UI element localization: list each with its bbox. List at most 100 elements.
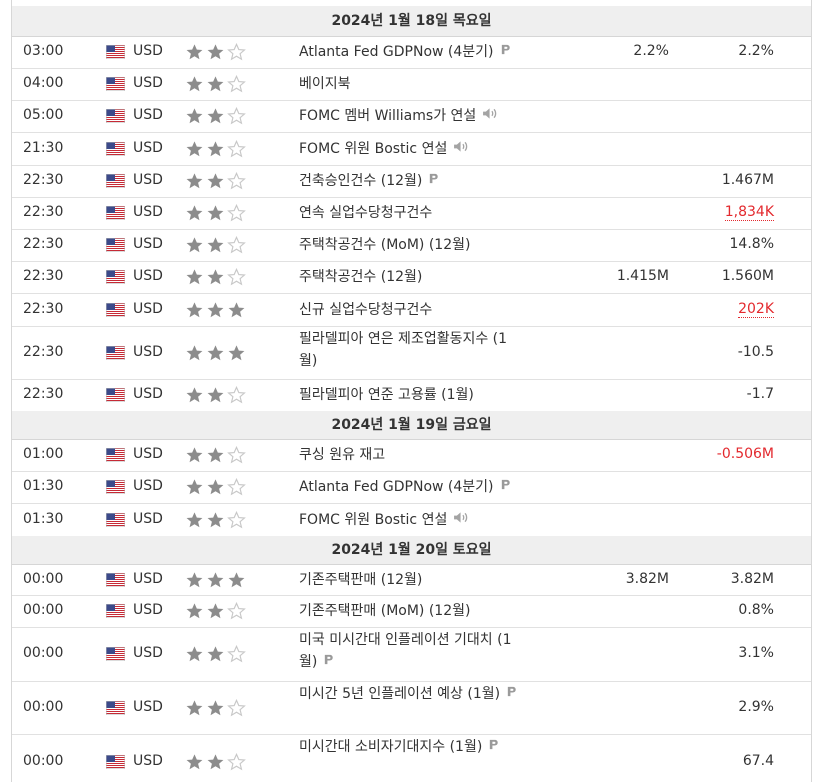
importance-stars [185, 602, 246, 620]
currency-code: USD [133, 645, 163, 661]
preliminary-p-icon[interactable] [428, 170, 439, 192]
event-time: 01:30 [23, 478, 64, 494]
event-name[interactable]: Atlanta Fed GDPNow (4분기) [299, 41, 531, 63]
previous-value: 3.82M [702, 571, 774, 587]
previous-value-text[interactable]: 1,834K [724, 204, 774, 221]
event-name[interactable]: 쿠싱 원유 재고 [299, 444, 531, 466]
preliminary-p-icon[interactable] [488, 736, 499, 758]
event-name-text[interactable]: 연속 실업수당청구건수 [299, 205, 433, 221]
event-name[interactable]: 미시간 5년 인플레이션 예상 (1월) [299, 683, 524, 705]
event-name-text[interactable]: 베이지북 [299, 76, 351, 92]
event-name-text[interactable]: 필라델피아 연은 제조업활동지수 (1월) [299, 331, 508, 369]
previous-value[interactable]: 202K [702, 300, 774, 318]
event-row[interactable]: 22:30 USD 필라델피아 연준 고용률 (1월) -1.7 [12, 379, 811, 412]
event-row[interactable]: 01:00 USD 쿠싱 원유 재고 -0.506M [12, 439, 811, 472]
event-row[interactable]: 22:30 USD 필라델피아 연은 제조업활동지수 (1월) -10.5 [12, 326, 811, 380]
event-row[interactable]: 22:30 USD 신규 실업수당청구건수 202K [12, 293, 811, 327]
event-row[interactable]: 01:30 USD FOMC 위원 Bostic 연설 [12, 503, 811, 537]
preliminary-p-icon[interactable] [506, 683, 517, 705]
event-row[interactable]: 22:30 USD 주택착공건수 (MoM) (12월) 14.8% [12, 229, 811, 262]
currency-code: USD [133, 478, 163, 494]
event-name-text[interactable]: 신규 실업수당청구건수 [299, 301, 433, 318]
event-row[interactable]: 22:30 USD 연속 실업수당청구건수 1,834K [12, 197, 811, 230]
star-empty-icon [227, 698, 246, 717]
importance-stars [185, 386, 246, 404]
previous-value: 1.467M [702, 172, 774, 188]
previous-value: 14.8% [702, 236, 774, 252]
event-name-text[interactable]: 기존주택판매 (12월) [299, 571, 423, 588]
star-filled-icon [185, 172, 204, 190]
event-name[interactable]: 필라델피아 연은 제조업활동지수 (1월) [299, 328, 524, 372]
previous-value[interactable]: 1,834K [702, 204, 774, 221]
event-name[interactable]: 기존주택판매 (MoM) (12월) [299, 600, 531, 622]
event-name-text[interactable]: 필라델피아 연준 고용률 (1월) [299, 387, 474, 403]
event-name-text[interactable]: 미시간대 소비자기대지수 (1월) [299, 739, 483, 755]
event-name-text[interactable]: 쿠싱 원유 재고 [299, 447, 386, 463]
event-time: 04:00 [23, 75, 64, 91]
event-name-text[interactable]: 건축승인건수 (12월) [299, 173, 423, 189]
event-row[interactable]: 03:00 USD Atlanta Fed GDPNow (4분기) 2.2% 2.2% [12, 36, 811, 69]
event-row[interactable]: 22:30 USD 주택착공건수 (12월) 1.415M 1.560M [12, 261, 811, 294]
previous-value-text[interactable]: 202K [738, 300, 774, 318]
date-header: 2024년 1월 18일 목요일 [12, 6, 811, 37]
star-filled-icon [206, 571, 225, 589]
event-name[interactable]: FOMC 위원 Bostic 연설 [299, 138, 531, 160]
date-header: 2024년 1월 20일 토요일 [12, 536, 811, 565]
star-filled-icon [185, 446, 204, 464]
speaker-icon[interactable] [453, 138, 470, 160]
event-row[interactable]: 00:00 USD 미시간대 소비자기대지수 (1월) 67.4 [12, 734, 811, 782]
star-filled-icon [206, 602, 225, 620]
star-filled-icon [185, 645, 204, 663]
event-row[interactable]: 00:00 USD 기존주택판매 (MoM) (12월) 0.8% [12, 595, 811, 628]
event-row[interactable]: 05:00 USD FOMC 멤버 Williams가 연설 [12, 100, 811, 133]
event-name[interactable]: FOMC 위원 Bostic 연설 [299, 509, 531, 531]
event-name-text[interactable]: FOMC 멤버 Williams가 연설 [299, 108, 477, 124]
preliminary-p-icon[interactable] [500, 41, 511, 63]
forecast-value: 1.415M [616, 268, 669, 284]
event-row[interactable]: 22:30 USD 건축승인건수 (12월) 1.467M [12, 165, 811, 198]
speaker-icon[interactable] [482, 105, 499, 127]
event-row[interactable]: 00:00 USD 기존주택판매 (12월) 3.82M 3.82M [12, 564, 811, 596]
event-name[interactable]: 건축승인건수 (12월) [299, 170, 531, 192]
event-name[interactable]: 베이지북 [299, 73, 531, 95]
preliminary-p-icon[interactable] [500, 476, 511, 498]
event-name-text[interactable]: 기존주택판매 (MoM) (12월) [299, 603, 471, 619]
event-name[interactable]: 기존주택판매 (12월) [299, 569, 531, 591]
importance-stars [185, 43, 246, 61]
star-filled-icon [185, 511, 204, 529]
us-flag-icon [106, 77, 125, 91]
event-name[interactable]: 주택착공건수 (12월) [299, 266, 531, 288]
event-name-text[interactable]: 주택착공건수 (12월) [299, 269, 423, 285]
event-name-text[interactable]: Atlanta Fed GDPNow (4분기) [299, 479, 494, 495]
event-name-text[interactable]: Atlanta Fed GDPNow (4분기) [299, 44, 494, 60]
event-name[interactable]: FOMC 멤버 Williams가 연설 [299, 105, 531, 127]
event-row[interactable]: 04:00 USD 베이지북 [12, 68, 811, 101]
event-row[interactable]: 01:30 USD Atlanta Fed GDPNow (4분기) [12, 471, 811, 504]
previous-value: -1.7 [702, 386, 774, 402]
event-name[interactable]: 미시간대 소비자기대지수 (1월) [299, 736, 524, 758]
event-time: 22:30 [23, 386, 64, 402]
event-name[interactable]: 주택착공건수 (MoM) (12월) [299, 234, 531, 256]
star-filled-icon [185, 344, 204, 362]
importance-stars [185, 75, 246, 93]
previous-value: -0.506M [702, 446, 774, 462]
event-name[interactable]: 미국 미시간대 인플레이션 기대치 (1월) [299, 629, 524, 673]
previous-value-text: -0.506M [716, 446, 774, 462]
event-name-text[interactable]: 미시간 5년 인플레이션 예상 (1월) [299, 686, 501, 702]
event-name[interactable]: 필라델피아 연준 고용률 (1월) [299, 384, 531, 406]
speaker-icon[interactable] [453, 509, 470, 531]
event-name-text[interactable]: 미국 미시간대 인플레이션 기대치 (1월) [299, 632, 512, 670]
event-row[interactable]: 00:00 USD 미시간 5년 인플레이션 예상 (1월) 2.9% [12, 681, 811, 735]
event-row[interactable]: 21:30 USD FOMC 위원 Bostic 연설 [12, 132, 811, 166]
preliminary-p-icon[interactable] [323, 651, 334, 673]
currency-code: USD [133, 753, 163, 769]
event-row[interactable]: 00:00 USD 미국 미시간대 인플레이션 기대치 (1월) 3.1% [12, 627, 811, 682]
event-name[interactable]: 신규 실업수당청구건수 [299, 299, 531, 321]
event-name[interactable]: 연속 실업수당청구건수 [299, 202, 531, 224]
event-name-text[interactable]: FOMC 위원 Bostic 연설 [299, 140, 448, 157]
event-name-text[interactable]: FOMC 위원 Bostic 연설 [299, 511, 448, 528]
event-name-text[interactable]: 주택착공건수 (MoM) (12월) [299, 237, 471, 253]
event-name[interactable]: Atlanta Fed GDPNow (4분기) [299, 476, 531, 498]
star-empty-icon [227, 510, 246, 529]
event-time: 22:30 [23, 204, 64, 220]
